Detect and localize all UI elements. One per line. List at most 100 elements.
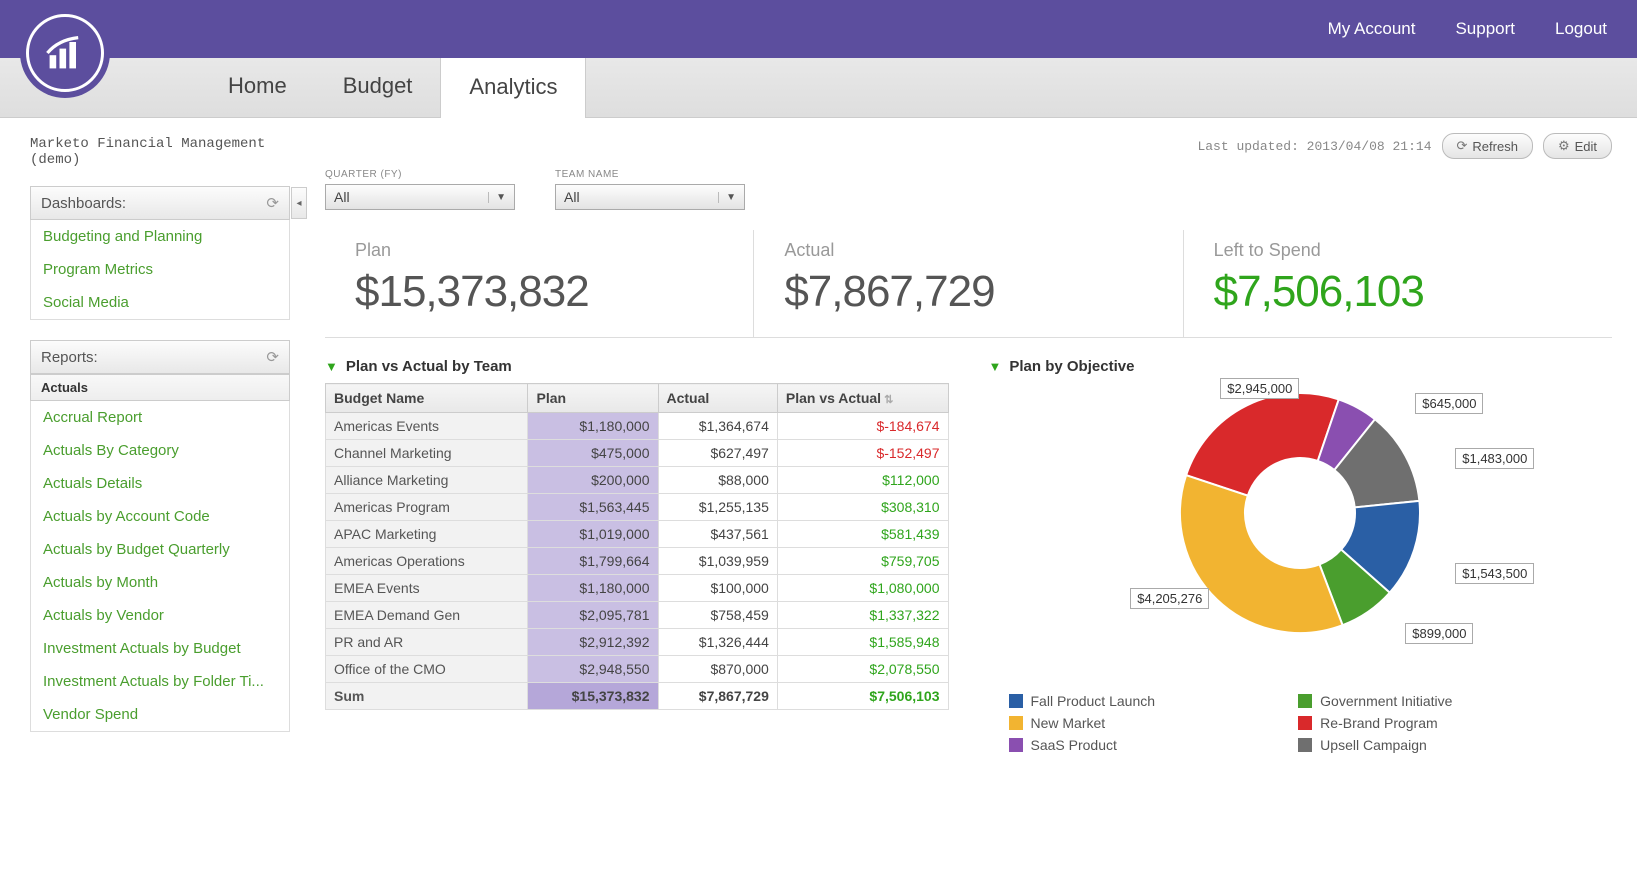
legend-label: Re-Brand Program: [1320, 715, 1438, 731]
cell-name: Office of the CMO: [326, 656, 528, 683]
my-account-link[interactable]: My Account: [1328, 19, 1416, 39]
chevron-down-icon: ▼: [718, 192, 736, 203]
cell-actual: $627,497: [658, 440, 777, 467]
legend-swatch: [1298, 716, 1312, 730]
donut-chart: $2,945,000$645,000$1,483,000$1,543,500$8…: [1090, 383, 1510, 683]
table-row[interactable]: Channel Marketing$475,000$627,497$-152,4…: [326, 440, 949, 467]
cell-name: EMEA Events: [326, 575, 528, 602]
table-row[interactable]: EMEA Events$1,180,000$100,000$1,080,000: [326, 575, 949, 602]
sidebar-report-item[interactable]: Actuals Details: [31, 467, 289, 500]
kpi-plan-value: $15,373,832: [355, 267, 733, 317]
reports-subheader[interactable]: Actuals: [30, 374, 290, 401]
sidebar-report-item[interactable]: Actuals by Month: [31, 566, 289, 599]
legend-item[interactable]: New Market: [1009, 715, 1299, 731]
donut-callout: $2,945,000: [1220, 378, 1299, 399]
nav-tab-analytics[interactable]: Analytics: [440, 52, 586, 118]
cell-plan: $200,000: [528, 467, 658, 494]
cell-actual: $437,561: [658, 521, 777, 548]
dashboards-panel-header[interactable]: Dashboards: ⟳ ◂: [30, 186, 290, 220]
table-row[interactable]: Americas Events$1,180,000$1,364,674$-184…: [326, 413, 949, 440]
sidebar-report-item[interactable]: Actuals By Category: [31, 434, 289, 467]
table-sum-row: Sum$15,373,832$7,867,729$7,506,103: [326, 683, 949, 710]
donut-callout: $1,543,500: [1455, 563, 1534, 584]
cell-diff: $112,000: [777, 467, 948, 494]
sidebar-report-item[interactable]: Actuals by Account Code: [31, 500, 289, 533]
donut-callout: $4,205,276: [1130, 588, 1209, 609]
cell-diff: $581,439: [777, 521, 948, 548]
cell-diff: $-184,674: [777, 413, 948, 440]
logout-link[interactable]: Logout: [1555, 19, 1607, 39]
sidebar-report-item[interactable]: Accrual Report: [31, 401, 289, 434]
filter-team-dropdown[interactable]: All ▼: [555, 184, 745, 210]
sidebar-report-item[interactable]: Vendor Spend: [31, 698, 289, 731]
main-content: Last updated: 2013/04/08 21:14 ⟳Refresh …: [300, 118, 1637, 774]
cell-name: Alliance Marketing: [326, 467, 528, 494]
sidebar-dashboard-item[interactable]: Budgeting and Planning: [31, 220, 289, 253]
donut-callout: $1,483,000: [1455, 448, 1534, 469]
table-row[interactable]: Alliance Marketing$200,000$88,000$112,00…: [326, 467, 949, 494]
nav-tab-home[interactable]: Home: [200, 55, 315, 117]
cell-actual: $88,000: [658, 467, 777, 494]
kpi-actual-label: Actual: [784, 240, 1162, 261]
legend-item[interactable]: Government Initiative: [1298, 693, 1588, 709]
legend-label: Fall Product Launch: [1031, 693, 1156, 709]
legend-item[interactable]: Upsell Campaign: [1298, 737, 1588, 753]
cell-diff: $759,705: [777, 548, 948, 575]
sidebar-report-item[interactable]: Investment Actuals by Budget: [31, 632, 289, 665]
table-row[interactable]: APAC Marketing$1,019,000$437,561$581,439: [326, 521, 949, 548]
legend-swatch: [1009, 694, 1023, 708]
sidebar-report-item[interactable]: Actuals by Vendor: [31, 599, 289, 632]
table-header[interactable]: Budget Name: [326, 384, 528, 413]
legend-swatch: [1009, 738, 1023, 752]
last-updated-label: Last updated: 2013/04/08 21:14: [1197, 139, 1431, 154]
table-header[interactable]: Plan: [528, 384, 658, 413]
logo[interactable]: [20, 8, 110, 98]
table-row[interactable]: Americas Program$1,563,445$1,255,135$308…: [326, 494, 949, 521]
cell-name: PR and AR: [326, 629, 528, 656]
sidebar-report-item[interactable]: Investment Actuals by Folder Ti...: [31, 665, 289, 698]
table-header[interactable]: Plan vs Actual: [777, 384, 948, 413]
refresh-icon[interactable]: ⟳: [266, 194, 279, 212]
cell-diff: $1,080,000: [777, 575, 948, 602]
table-row[interactable]: Americas Operations$1,799,664$1,039,959$…: [326, 548, 949, 575]
edit-button[interactable]: ⚙Edit: [1543, 133, 1612, 159]
table-row[interactable]: EMEA Demand Gen$2,095,781$758,459$1,337,…: [326, 602, 949, 629]
legend-label: Government Initiative: [1320, 693, 1452, 709]
filter-quarter-dropdown[interactable]: All ▼: [325, 184, 515, 210]
sidebar-dashboard-item[interactable]: Program Metrics: [31, 253, 289, 286]
cell-name: Channel Marketing: [326, 440, 528, 467]
cell-plan: $1,799,664: [528, 548, 658, 575]
legend-item[interactable]: Fall Product Launch: [1009, 693, 1299, 709]
cell-diff: $308,310: [777, 494, 948, 521]
filter-icon[interactable]: ▼: [989, 359, 1002, 374]
donut-slice[interactable]: [1186, 393, 1339, 496]
table-row[interactable]: PR and AR$2,912,392$1,326,444$1,585,948: [326, 629, 949, 656]
sidebar-report-item[interactable]: Actuals by Budget Quarterly: [31, 533, 289, 566]
legend-item[interactable]: SaaS Product: [1009, 737, 1299, 753]
cell-plan: $2,948,550: [528, 656, 658, 683]
legend-swatch: [1298, 694, 1312, 708]
legend-item[interactable]: Re-Brand Program: [1298, 715, 1588, 731]
cell-plan: $1,563,445: [528, 494, 658, 521]
cell-actual: $758,459: [658, 602, 777, 629]
dashboards-list: Budgeting and PlanningProgram MetricsSoc…: [30, 220, 290, 320]
kpi-plan-label: Plan: [355, 240, 733, 261]
reports-panel-header[interactable]: Reports: ⟳: [30, 340, 290, 374]
cell-actual: $1,039,959: [658, 548, 777, 575]
refresh-button[interactable]: ⟳Refresh: [1442, 133, 1533, 159]
sidebar-dashboard-item[interactable]: Social Media: [31, 286, 289, 319]
legend-swatch: [1298, 738, 1312, 752]
legend-label: Upsell Campaign: [1320, 737, 1427, 753]
plan-vs-actual-table: Budget NamePlanActualPlan vs Actual Amer…: [325, 383, 949, 710]
gear-icon: ⚙: [1558, 138, 1570, 154]
table-row[interactable]: Office of the CMO$2,948,550$870,000$2,07…: [326, 656, 949, 683]
refresh-icon[interactable]: ⟳: [266, 348, 279, 366]
support-link[interactable]: Support: [1455, 19, 1515, 39]
nav-tab-budget[interactable]: Budget: [315, 55, 441, 117]
cell-diff: $1,585,948: [777, 629, 948, 656]
donut-slice[interactable]: [1180, 475, 1343, 633]
table-header[interactable]: Actual: [658, 384, 777, 413]
filter-icon[interactable]: ▼: [325, 359, 338, 374]
page-title: Marketo Financial Management (demo): [30, 136, 290, 168]
filter-team-label: TEAM NAME: [555, 169, 745, 180]
